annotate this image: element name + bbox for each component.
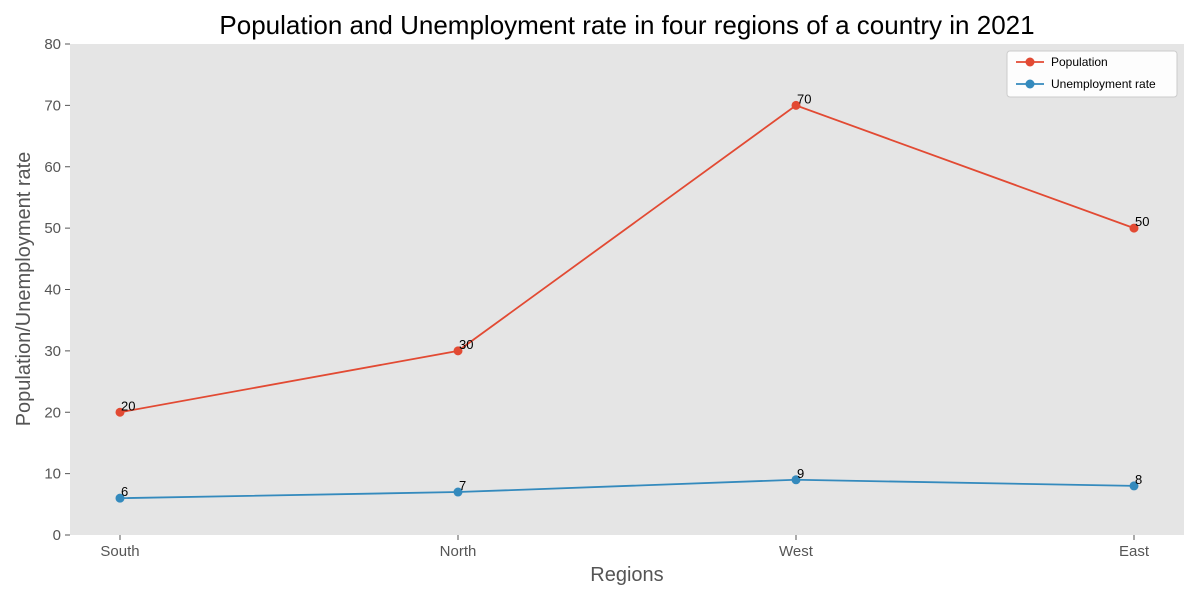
- data-point-unemployment-rate: [1129, 481, 1139, 491]
- data-label-population: 70: [797, 91, 811, 106]
- data-point-unemployment-rate: [115, 493, 125, 503]
- y-tick-label: 10: [44, 466, 61, 483]
- y-tick-label: 40: [44, 282, 61, 299]
- x-tick-label: East: [1119, 543, 1150, 560]
- legend-label-population: Population: [1051, 55, 1108, 69]
- y-tick-label: 50: [44, 220, 61, 237]
- legend-label-unemployment-rate: Unemployment rate: [1051, 77, 1156, 91]
- y-tick-label: 20: [44, 404, 61, 421]
- chart-title: Population and Unemployment rate in four…: [219, 10, 1034, 40]
- data-point-population: [453, 346, 463, 356]
- x-tick-label: South: [100, 543, 139, 560]
- plot-area: [70, 44, 1184, 535]
- y-tick-label: 70: [44, 97, 61, 114]
- data-label-unemployment-rate: 7: [459, 478, 466, 493]
- series-line-unemployment-rate: [119, 478, 1135, 500]
- legend-marker-population: [1025, 57, 1035, 67]
- series-layer: [115, 100, 1139, 503]
- data-point-population: [115, 407, 125, 417]
- data-labels: 20 30 70 50 6 7 9 8: [121, 91, 1149, 499]
- x-tick-label: West: [779, 543, 814, 560]
- data-label-population: 30: [459, 337, 473, 352]
- series-line-population: [119, 104, 1135, 414]
- x-axis-ticks: South North West East: [100, 535, 1150, 560]
- data-point-population: [791, 100, 801, 110]
- data-label-population: 20: [121, 398, 135, 413]
- data-label-unemployment-rate: 8: [1135, 472, 1142, 487]
- data-label-population: 50: [1135, 214, 1149, 229]
- data-label-unemployment-rate: 6: [121, 484, 128, 499]
- y-tick-label: 30: [44, 343, 61, 360]
- y-tick-label: 80: [44, 36, 61, 53]
- x-axis-label: Regions: [590, 564, 663, 586]
- x-tick-label: North: [440, 543, 477, 560]
- data-point-unemployment-rate: [453, 487, 463, 497]
- data-label-unemployment-rate: 9: [797, 466, 804, 481]
- legend-box: [1006, 50, 1178, 98]
- y-tick-label: 60: [44, 159, 61, 176]
- y-axis-label: Population/Unemployment rate: [13, 152, 35, 427]
- data-point-unemployment-rate: [791, 475, 801, 485]
- legend-marker-unemployment-rate: [1025, 79, 1035, 89]
- y-tick-label: 0: [53, 527, 61, 544]
- legend: Population Unemployment rate: [1006, 50, 1178, 98]
- data-point-population: [1129, 223, 1139, 233]
- y-axis-ticks: 0 10 20 30 40 50 60 70 80: [44, 36, 70, 544]
